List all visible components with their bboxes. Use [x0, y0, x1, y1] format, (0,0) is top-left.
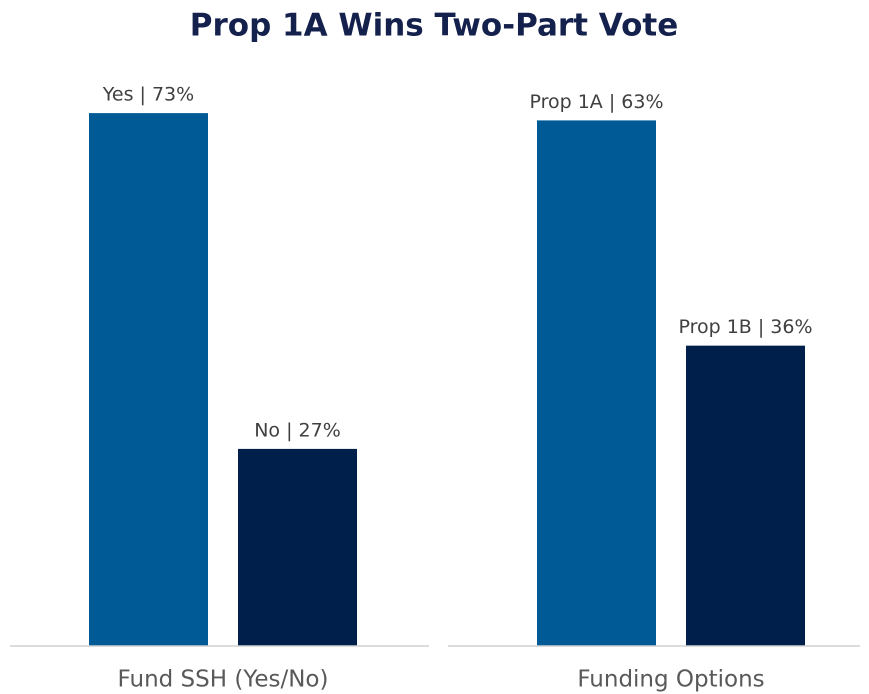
bar [238, 448, 357, 646]
x-axis-label: Fund SSH (Yes/No) [118, 667, 329, 693]
x-axis-label: Funding Options [577, 667, 764, 693]
value-label: Prop 1A | 63% [529, 91, 663, 113]
chart-title: Prop 1A Wins Two-Part Vote [190, 8, 678, 44]
value-label: Prop 1B | 36% [678, 316, 812, 338]
bar [537, 120, 656, 646]
value-label: No | 27% [254, 419, 341, 441]
bar [686, 345, 805, 646]
bar [89, 113, 208, 647]
value-label: Yes | 73% [102, 84, 194, 106]
